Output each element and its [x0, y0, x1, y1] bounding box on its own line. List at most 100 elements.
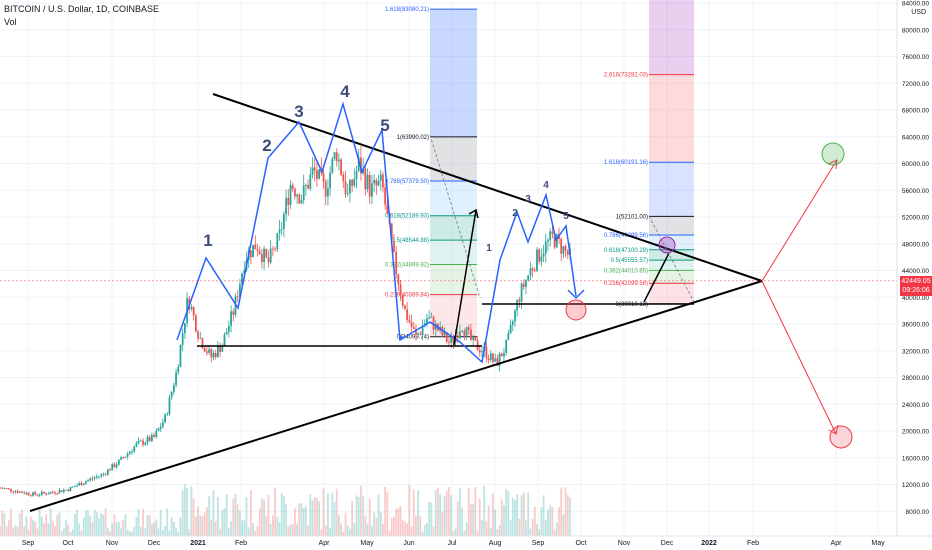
- volume-bar: [236, 503, 239, 536]
- candle-body: [500, 353, 503, 357]
- candle-body: [474, 337, 477, 341]
- candle-body: [404, 305, 406, 310]
- volume-bar: [188, 528, 191, 536]
- candle-body: [128, 451, 131, 454]
- volume-bar: [208, 496, 210, 536]
- volume-bar: [148, 514, 151, 536]
- candle-body: [285, 197, 288, 215]
- volume-bar: [443, 495, 446, 536]
- candle-body: [390, 223, 393, 242]
- volume-bar: [73, 513, 76, 536]
- x-tick-label: Jul: [448, 540, 457, 547]
- candle-body: [549, 231, 552, 240]
- candle-body: [113, 464, 116, 468]
- subwave-label: 2: [512, 208, 518, 219]
- candle-body: [540, 256, 543, 262]
- candle-body: [269, 248, 272, 263]
- candle-body: [371, 183, 373, 197]
- volume-bar: [366, 524, 369, 536]
- candle-body: [172, 385, 175, 392]
- x-tick-label: Feb: [747, 540, 759, 547]
- candle-body: [111, 464, 114, 471]
- volume-bar: [305, 506, 307, 536]
- volume-bar: [124, 514, 127, 536]
- candle-body: [122, 457, 125, 459]
- volume-bar: [522, 492, 525, 536]
- volume-bar: [58, 512, 61, 536]
- x-tick-label: Jun: [403, 540, 414, 547]
- volume-bar: [388, 531, 391, 536]
- wave-label: 4: [340, 82, 350, 101]
- candle-body: [302, 185, 305, 201]
- volume-bar: [329, 527, 332, 536]
- candle-body: [120, 457, 122, 460]
- y-tick-label: 12000.00: [902, 482, 929, 489]
- retest-arrow: [643, 252, 670, 303]
- candle-body: [522, 283, 525, 287]
- candle-body: [192, 307, 195, 316]
- candle-body: [115, 464, 118, 468]
- candle-body: [481, 351, 483, 353]
- volume-bar: [300, 503, 303, 536]
- volume-bar: [500, 499, 503, 536]
- candle-body: [509, 324, 512, 334]
- volume-bar: [529, 528, 532, 536]
- candle-body: [386, 204, 389, 214]
- candle-body: [428, 317, 431, 319]
- volume-bar: [533, 506, 536, 536]
- fib-left-label: 0(34099.74): [397, 335, 429, 341]
- volume-bar: [395, 508, 398, 536]
- volume-bar: [478, 498, 481, 536]
- volume-bar: [128, 531, 131, 536]
- candle-body: [135, 443, 138, 447]
- candle-body: [282, 214, 285, 229]
- y-tick-label: 80000.00: [902, 27, 929, 34]
- candle-body: [243, 269, 246, 274]
- volume-bar: [126, 529, 129, 536]
- volume-bar: [144, 528, 147, 536]
- candle-body: [69, 486, 72, 492]
- candle-body: [208, 349, 210, 353]
- volume-bar: [445, 490, 448, 536]
- volume-bar: [93, 510, 96, 536]
- x-tick-label: Sep: [22, 540, 35, 547]
- volume-bar: [327, 493, 329, 536]
- candle-body: [287, 197, 290, 205]
- volume-bar: [549, 505, 552, 536]
- candle-body: [294, 189, 296, 197]
- bear-projection: [761, 280, 837, 435]
- candle-body: [104, 473, 107, 475]
- fib-left-zone-236: [430, 294, 477, 337]
- candle-body: [366, 174, 369, 190]
- volume-bar: [509, 520, 512, 536]
- candle-body: [32, 492, 34, 496]
- candle-body: [357, 157, 360, 171]
- candle-body: [54, 492, 56, 494]
- volume-bar: [313, 497, 316, 536]
- volume-bar: [382, 523, 384, 536]
- bear-target-circle: [829, 425, 853, 449]
- volume-bar: [518, 518, 521, 536]
- volume-bar: [289, 524, 292, 536]
- candle-body: [478, 349, 481, 353]
- volume-bar: [410, 526, 413, 536]
- volume-bar: [555, 522, 558, 536]
- bull-arrowhead: [827, 159, 838, 170]
- volume-bar: [91, 522, 94, 536]
- volume-bar: [525, 520, 527, 536]
- volume-bar: [276, 516, 279, 536]
- price-axis[interactable]: 84000.00 80000.00 76000.00 72000.00 68000.00…: [896, 0, 932, 550]
- fib-left-zone-1: [430, 136, 477, 182]
- candle-body: [353, 179, 356, 186]
- wave-end-dot: [399, 335, 403, 339]
- candle-body: [415, 328, 417, 335]
- candle-body: [536, 249, 538, 271]
- candle-body: [527, 275, 530, 281]
- time-axis[interactable]: Sep Oct Nov Dec 2021 Feb Apr May Jun Jul Aug Sep Oct…: [0, 535, 932, 550]
- volume-bar: [406, 523, 409, 536]
- volume-bar: [379, 511, 382, 536]
- candle-body: [139, 440, 142, 442]
- volume-bar: [333, 502, 336, 536]
- candle-body: [322, 173, 325, 182]
